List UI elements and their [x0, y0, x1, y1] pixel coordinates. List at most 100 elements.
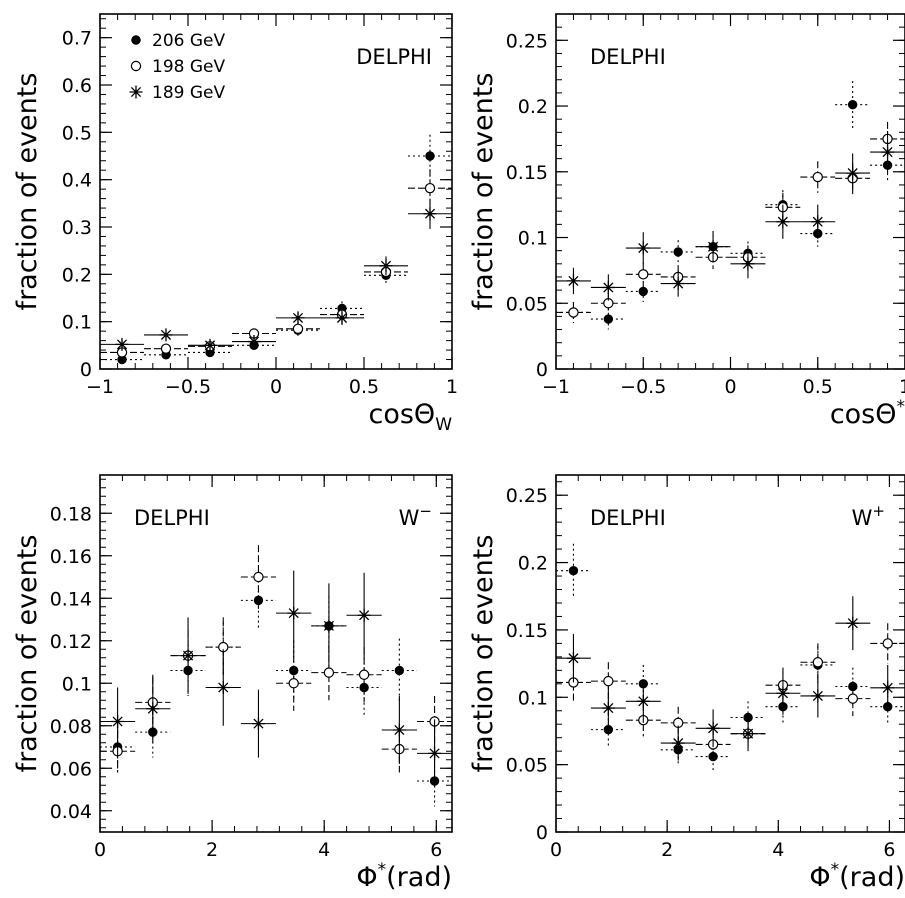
- x-tick-label: −0.5: [165, 376, 211, 398]
- data-point: [776, 215, 790, 229]
- data-point: [335, 311, 349, 325]
- data-point: [251, 717, 265, 731]
- y-axis-label: fraction of events: [12, 73, 43, 311]
- data-point: [741, 257, 755, 271]
- series-star: [100, 198, 452, 352]
- panel-4: 0 2 4 6 0 0.05 0.1 0.15 0.2 0.25 fraction of event…: [468, 474, 905, 893]
- y-tick-label: 0.18: [50, 503, 92, 525]
- data-point: [603, 675, 614, 687]
- series-filled-circle: [556, 543, 905, 771]
- x-axis-label-sup: *: [831, 860, 840, 880]
- x-axis-label: Φ*(rad): [356, 860, 452, 893]
- data-point: [428, 746, 442, 760]
- annotation-text: W: [399, 506, 420, 530]
- x-axis-label: Φ*(rad): [809, 860, 905, 893]
- data-point: [424, 182, 436, 194]
- y-tick-label: 0: [536, 822, 548, 844]
- y-tick-label: 0.4: [62, 170, 92, 192]
- series-star: [100, 570, 453, 788]
- plot-frame: [555, 474, 905, 833]
- data-point: [111, 715, 125, 728]
- annotation-text: DELPHI: [590, 45, 666, 69]
- panel-3: 0 2 4 6 0.04 0.06 0.08 0.1 0.12 0.14 0.16 0.18 fract…: [12, 474, 453, 893]
- x-axis-label-suffix: (rad): [386, 862, 452, 893]
- annotation-sup: +: [872, 502, 885, 520]
- x-tick-label: 0: [94, 839, 106, 861]
- data-point: [811, 215, 825, 229]
- x-tick-label: 2: [661, 839, 673, 861]
- data-point: [358, 669, 370, 680]
- data-point: [288, 678, 299, 689]
- x-tick-label: 6: [430, 839, 442, 861]
- y-tick-label: 0.5: [62, 122, 92, 144]
- data-point: [322, 619, 336, 633]
- series-star: [556, 131, 905, 301]
- series-filled-circle: [100, 134, 452, 365]
- y-tick-label: 0.3: [62, 217, 92, 239]
- y-tick-label: 0.06: [50, 758, 92, 780]
- x-tick-label: 0.5: [349, 376, 379, 398]
- data-point: [160, 343, 172, 354]
- legend-entry: 189 GeV: [152, 83, 225, 103]
- data-point: [566, 651, 580, 665]
- data-point: [203, 338, 217, 352]
- y-tick-label: 0.2: [518, 553, 548, 575]
- data-point: [323, 667, 335, 678]
- data-point: [394, 665, 405, 676]
- data-point: [601, 701, 615, 715]
- annotation-w: W−: [399, 502, 432, 530]
- x-axis-label-main: cosΘ: [830, 399, 897, 430]
- data-point: [671, 736, 685, 750]
- y-tick-label: 0.1: [518, 687, 548, 709]
- data-point: [846, 616, 860, 630]
- data-point: [706, 240, 720, 254]
- data-point: [882, 638, 893, 649]
- data-point: [671, 277, 685, 291]
- annotation-delphi: DELPHI: [134, 506, 210, 530]
- annotation-delphi: DELPHI: [356, 45, 432, 69]
- data-point: [423, 207, 437, 221]
- x-axis-label-suffix: (rad): [839, 862, 905, 893]
- y-tick-label: 0.1: [518, 228, 548, 250]
- y-tick-label: 0.04: [50, 801, 92, 823]
- data-point: [392, 723, 406, 737]
- annotation-w: W+: [852, 502, 885, 530]
- y-tick-label: 0.16: [50, 546, 92, 568]
- legend-marker: [131, 35, 141, 45]
- legend-marker: [129, 85, 143, 99]
- data-point: [638, 269, 649, 280]
- x-tick-label: 2: [206, 839, 218, 861]
- x-axis-label-sup: *: [378, 860, 387, 880]
- x-tick-label: 0: [550, 839, 562, 861]
- y-tick-label: 0.05: [506, 293, 548, 315]
- data-point: [566, 274, 580, 288]
- x-tick-label: 4: [772, 839, 784, 861]
- data-point: [379, 259, 393, 273]
- data-point: [847, 100, 858, 110]
- annotation-text: DELPHI: [356, 45, 432, 69]
- y-tick-label: 0.2: [518, 96, 548, 118]
- x-tick-label: −0.5: [620, 376, 666, 398]
- y-tick-label: 0.6: [62, 75, 92, 97]
- y-axis-label: fraction of events: [468, 535, 499, 773]
- x-tick-label: −1: [542, 376, 570, 398]
- panel-2: −1 −0.5 0 0.5 1 0 0.05 0.1 0.15 0.2 0.25 fraction o…: [468, 13, 905, 430]
- legend-entry: 206 GeV: [152, 31, 225, 51]
- x-tick-label: 0.5: [803, 376, 833, 398]
- x-axis-label: cosΘW: [369, 399, 453, 435]
- annotation-text: DELPHI: [590, 506, 666, 530]
- y-tick-label: 0.7: [62, 28, 92, 50]
- x-axis-label-sup: *: [897, 397, 905, 417]
- annotation-delphi: DELPHI: [590, 45, 666, 69]
- x-tick-label: 1: [446, 376, 458, 398]
- data-point: [568, 307, 579, 318]
- data-point: [247, 335, 261, 349]
- legend: 206 GeV 198 GeV 189 GeV: [129, 31, 225, 103]
- data-point: [292, 323, 304, 334]
- x-tick-label: 0: [724, 376, 736, 398]
- plot-frame: [99, 474, 453, 833]
- y-tick-label: 0: [80, 359, 92, 381]
- data-point: [706, 721, 720, 735]
- data-point: [812, 171, 823, 183]
